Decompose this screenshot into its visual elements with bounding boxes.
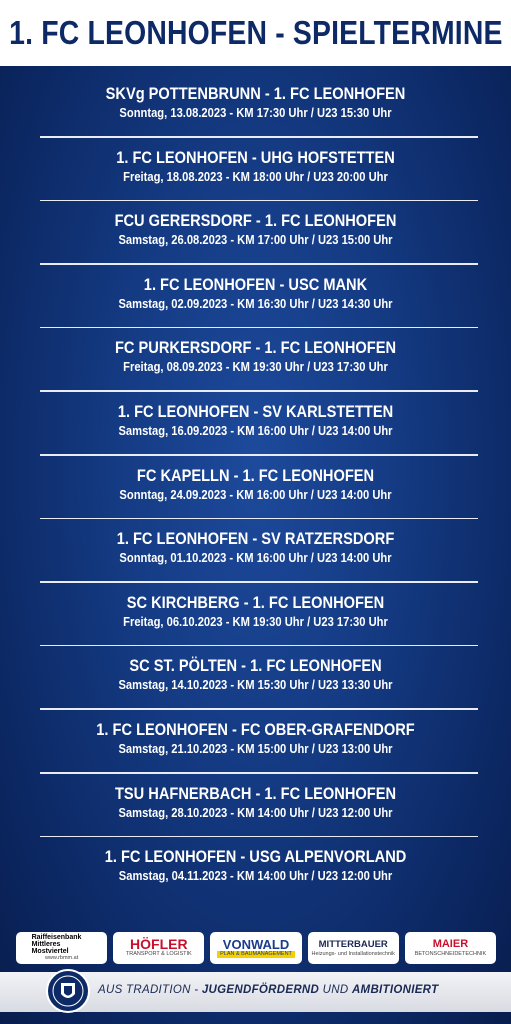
match-details: Samstag, 14.10.2023 - KM 15:30 Uhr / U23… — [118, 677, 393, 693]
match-details: Samstag, 02.09.2023 - KM 16:30 Uhr / U23… — [118, 295, 393, 311]
match: SC KIRCHBERG - 1. FC LEONHOFEN Freitag, 0… — [0, 593, 511, 631]
match-title: 1. FC LEONHOFEN - USG ALPENVORLAND — [104, 847, 407, 867]
slogan-part: AMBITIONIERT — [351, 984, 439, 996]
sponsor-subtitle: BETONSCHNEIDETECHNIK — [414, 951, 487, 957]
match-title: FCU GERERSDORF - 1. FC LEONHOFEN — [114, 211, 397, 231]
sponsor-logo: VONWALD PLAN & BAUMANAGEMENT — [210, 932, 302, 964]
separator — [40, 454, 478, 456]
match-title: 1. FC LEONHOFEN - UHG HOFSTETTEN — [116, 147, 395, 167]
sponsor-subtitle: PLAN & BAUMANAGEMENT — [217, 951, 295, 958]
match: SKVg POTTENBRUNN - 1. FC LEONHOFEN Sonnta… — [0, 84, 511, 122]
match-title: 1. FC LEONHOFEN - USC MANK — [143, 274, 368, 294]
match: FC PURKERSDORF - 1. FC LEONHOFEN Freitag,… — [0, 338, 511, 376]
match-title: SC KIRCHBERG - 1. FC LEONHOFEN — [126, 592, 385, 612]
sponsor-logo: HÖFLER TRANSPORT & LOGISTIK — [113, 932, 205, 964]
sponsor-row: Raiffeisenbank Mittleres Mostviertel www.… — [16, 932, 497, 964]
separator — [40, 263, 478, 265]
match: FCU GERERSDORF - 1. FC LEONHOFEN Samstag,… — [0, 211, 511, 249]
header: 1. FC LEONHOFEN - SPIELTERMINE — [0, 0, 511, 66]
match-details: Samstag, 04.11.2023 - KM 14:00 Uhr / U23… — [118, 868, 393, 884]
match: 1. FC LEONHOFEN - FC OBER-GRAFENDORF Sams… — [0, 720, 511, 758]
sponsor-name: MITTERBAUER — [318, 939, 388, 950]
match: SC ST. PÖLTEN - 1. FC LEONHOFEN Samstag, … — [0, 656, 511, 694]
separator — [40, 835, 478, 838]
slogan-part: JUGENDFÖRDERND — [201, 984, 320, 996]
match-details: Samstag, 21.10.2023 - KM 15:00 Uhr / U23… — [118, 741, 393, 756]
sponsor-subtitle: TRANSPORT & LOGISTIK — [125, 951, 192, 957]
match-details: Samstag, 28.10.2023 - KM 14:00 Uhr / U23… — [118, 804, 393, 820]
separator — [40, 772, 478, 774]
match-title: SKVg POTTENBRUNN - 1. FC LEONHOFEN — [105, 84, 406, 103]
match-title: SC ST. PÖLTEN - 1. FC LEONHOFEN — [129, 656, 382, 676]
sponsor-name: VONWALD — [222, 937, 290, 952]
slogan-part: AUS TRADITION — [98, 984, 191, 996]
separator — [40, 517, 478, 520]
title: 1. FC LEONHOFEN - SPIELTERMINE — [8, 14, 503, 51]
match: 1. FC LEONHOFEN - USC MANK Samstag, 02.09… — [0, 275, 511, 313]
separator — [40, 199, 478, 202]
slogan-part: - — [190, 984, 202, 996]
match-title: 1. FC LEONHOFEN - FC OBER-GRAFENDORF — [96, 720, 415, 739]
separator — [40, 136, 478, 138]
slogan: AUS TRADITION - JUGENDFÖRDERND UND AMBIT… — [98, 984, 438, 996]
slogan-part: UND — [319, 984, 352, 996]
match-details: Samstag, 26.08.2023 - KM 17:00 Uhr / U23… — [118, 232, 393, 248]
match-details: Freitag, 06.10.2023 - KM 19:30 Uhr / U23… — [123, 613, 388, 629]
sponsor-subtitle: www.rbmm.at — [44, 955, 79, 961]
separator — [40, 581, 478, 583]
match-details: Sonntag, 13.08.2023 - KM 17:30 Uhr / U23… — [119, 105, 392, 120]
match: 1. FC LEONHOFEN - SV KARLSTETTEN Samstag,… — [0, 402, 511, 440]
sponsor-name: Raiffeisenbank Mittleres Mostviertel — [31, 934, 82, 955]
sponsor-subtitle: Heizungs- und Installationstechnik — [311, 951, 395, 957]
sponsor-logo: MAIER BETONSCHNEIDETECHNIK — [404, 932, 497, 964]
match: FC KAPELLN - 1. FC LEONHOFEN Sonntag, 24.… — [0, 466, 511, 504]
match-title: TSU HAFNERBACH - 1. FC LEONHOFEN — [114, 783, 397, 803]
match-details: Freitag, 08.09.2023 - KM 19:30 Uhr / U23… — [123, 359, 388, 375]
sponsor-name: HÖFLER — [130, 936, 188, 952]
match-title: FC PURKERSDORF - 1. FC LEONHOFEN — [114, 338, 397, 358]
match-details: Sonntag, 24.09.2023 - KM 16:00 Uhr / U23… — [119, 486, 392, 502]
separator — [40, 644, 478, 647]
club-crest — [46, 969, 90, 1013]
match: 1. FC LEONHOFEN - SV RATZERSDORF Sonntag,… — [0, 529, 511, 567]
match-title: 1. FC LEONHOFEN - SV KARLSTETTEN — [117, 402, 394, 421]
match-title: FC KAPELLN - 1. FC LEONHOFEN — [136, 465, 375, 485]
match-details: Sonntag, 01.10.2023 - KM 16:00 Uhr / U23… — [119, 550, 392, 566]
match: 1. FC LEONHOFEN - USG ALPENVORLAND Samsta… — [0, 847, 511, 885]
sponsor-logo: MITTERBAUER Heizungs- und Installationste… — [307, 932, 399, 964]
separator — [40, 708, 478, 710]
match-details: Samstag, 16.09.2023 - KM 16:00 Uhr / U23… — [118, 423, 393, 438]
match: TSU HAFNERBACH - 1. FC LEONHOFEN Samstag,… — [0, 784, 511, 822]
separator — [40, 390, 478, 392]
match-details: Freitag, 18.08.2023 - KM 18:00 Uhr / U23… — [123, 168, 388, 184]
sponsor-name: MAIER — [432, 938, 469, 950]
match-title: 1. FC LEONHOFEN - SV RATZERSDORF — [116, 529, 395, 549]
sponsor-logo: Raiffeisenbank Mittleres Mostviertel www.… — [16, 932, 108, 964]
match: 1. FC LEONHOFEN - UHG HOFSTETTEN Freitag,… — [0, 148, 511, 186]
separator — [40, 326, 478, 329]
